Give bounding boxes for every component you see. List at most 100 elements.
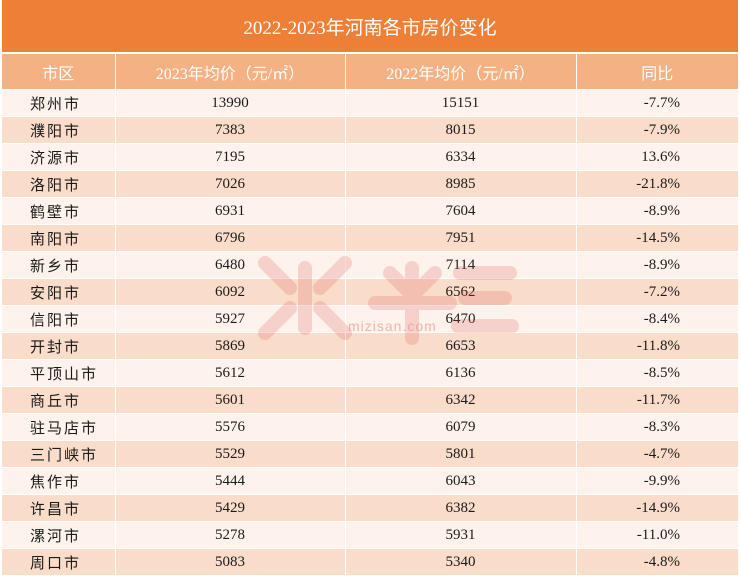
price-2023-cell: 6480 (115, 251, 346, 279)
header-row: 市区 2023年均价（元/㎡） 2022年均价（元/㎡） 同比 (2, 54, 738, 90)
city-cell: 漯河市 (2, 521, 116, 549)
price-2022-cell: 15151 (345, 89, 577, 117)
price-2022-cell: 6079 (345, 413, 577, 441)
city-cell: 三门峡市 (2, 440, 116, 468)
price-2022-cell: 7951 (345, 224, 577, 252)
table-row: 周口市 5083 5340 -4.8% (2, 548, 738, 576)
price-2023-cell: 6796 (115, 224, 346, 252)
table-row: 鹤壁市 6931 7604 -8.9% (2, 197, 738, 225)
table-row: 三门峡市 5529 5801 -4.7% (2, 440, 738, 468)
price-2022-cell: 6043 (345, 467, 577, 495)
table-row: 洛阳市 7026 8985 -21.8% (2, 170, 738, 198)
price-2023-cell: 5429 (115, 494, 346, 522)
price-2023-cell: 5869 (115, 332, 346, 360)
price-2023-cell: 5278 (115, 521, 346, 549)
yoy-cell: -8.4% (576, 305, 738, 333)
yoy-cell: -7.9% (576, 116, 738, 144)
city-cell: 周口市 (2, 548, 116, 576)
table-row: 许昌市 5429 6382 -14.9% (2, 494, 738, 522)
price-2023-cell: 5444 (115, 467, 346, 495)
price-2023-cell: 5529 (115, 440, 346, 468)
header-price-2023: 2023年均价（元/㎡） (115, 54, 346, 90)
price-2023-cell: 7026 (115, 170, 346, 198)
price-2023-cell: 5576 (115, 413, 346, 441)
price-2023-cell: 5612 (115, 359, 346, 387)
price-2023-cell: 7383 (115, 116, 346, 144)
city-cell: 新乡市 (2, 251, 116, 279)
header-price-2022: 2022年均价（元/㎡） (345, 54, 577, 90)
yoy-cell: -21.8% (576, 170, 738, 198)
yoy-cell: -11.7% (576, 386, 738, 414)
table-title: 2022-2023年河南各市房价变化 (2, 0, 738, 52)
yoy-cell: -8.9% (576, 251, 738, 279)
yoy-cell: -14.5% (576, 224, 738, 252)
table-body: 郑州市 13990 15151 -7.7% 濮阳市 7383 8015 -7.9% 济源市 719… (2, 89, 738, 576)
price-2023-cell: 5083 (115, 548, 346, 576)
city-cell: 驻马店市 (2, 413, 116, 441)
price-2022-cell: 6470 (345, 305, 577, 333)
city-cell: 郑州市 (2, 89, 116, 117)
city-cell: 洛阳市 (2, 170, 116, 198)
table-row: 平顶山市 5612 6136 -8.5% (2, 359, 738, 387)
table-row: 信阳市 5927 6470 -8.4% (2, 305, 738, 333)
price-2023-cell: 6931 (115, 197, 346, 225)
price-2022-cell: 7114 (345, 251, 577, 279)
yoy-cell: -8.3% (576, 413, 738, 441)
watermark-url: mizisan.com (348, 318, 437, 334)
price-2022-cell: 6334 (345, 143, 577, 171)
table-row: 郑州市 13990 15151 -7.7% (2, 89, 738, 117)
price-2022-cell: 6342 (345, 386, 577, 414)
yoy-cell: -7.7% (576, 89, 738, 117)
price-2022-cell: 7604 (345, 197, 577, 225)
price-2022-cell: 6562 (345, 278, 577, 306)
table-row: 安阳市 6092 6562 -7.2% (2, 278, 738, 306)
price-2022-cell: 6136 (345, 359, 577, 387)
yoy-cell: -8.9% (576, 197, 738, 225)
price-2022-cell: 8015 (345, 116, 577, 144)
yoy-cell: -7.2% (576, 278, 738, 306)
yoy-cell: -9.9% (576, 467, 738, 495)
price-2023-cell: 5601 (115, 386, 346, 414)
table-row: 漯河市 5278 5931 -11.0% (2, 521, 738, 549)
header-yoy: 同比 (576, 54, 738, 90)
price-2023-cell: 6092 (115, 278, 346, 306)
yoy-cell: -8.5% (576, 359, 738, 387)
table-row: 商丘市 5601 6342 -11.7% (2, 386, 738, 414)
table-row: 驻马店市 5576 6079 -8.3% (2, 413, 738, 441)
yoy-cell: -11.0% (576, 521, 738, 549)
city-cell: 开封市 (2, 332, 116, 360)
header-city: 市区 (2, 54, 116, 90)
city-cell: 商丘市 (2, 386, 116, 414)
yoy-cell: -4.8% (576, 548, 738, 576)
price-2022-cell: 5801 (345, 440, 577, 468)
price-2023-cell: 5927 (115, 305, 346, 333)
city-cell: 许昌市 (2, 494, 116, 522)
city-cell: 南阳市 (2, 224, 116, 252)
city-cell: 濮阳市 (2, 116, 116, 144)
city-cell: 焦作市 (2, 467, 116, 495)
table-row: 焦作市 5444 6043 -9.9% (2, 467, 738, 495)
price-2022-cell: 6653 (345, 332, 577, 360)
city-cell: 信阳市 (2, 305, 116, 333)
yoy-cell: 13.6% (576, 143, 738, 171)
yoy-cell: -4.7% (576, 440, 738, 468)
city-cell: 鹤壁市 (2, 197, 116, 225)
city-cell: 平顶山市 (2, 359, 116, 387)
price-table: 市区 2023年均价（元/㎡） 2022年均价（元/㎡） 同比 郑州市 13990… (2, 54, 738, 576)
yoy-cell: -14.9% (576, 494, 738, 522)
price-2022-cell: 5931 (345, 521, 577, 549)
yoy-cell: -11.8% (576, 332, 738, 360)
table-row: 南阳市 6796 7951 -14.5% (2, 224, 738, 252)
table-row: 开封市 5869 6653 -11.8% (2, 332, 738, 360)
price-2022-cell: 6382 (345, 494, 577, 522)
price-2023-cell: 7195 (115, 143, 346, 171)
table-row: 新乡市 6480 7114 -8.9% (2, 251, 738, 279)
table-row: 济源市 7195 6334 13.6% (2, 143, 738, 171)
price-2022-cell: 5340 (345, 548, 577, 576)
city-cell: 济源市 (2, 143, 116, 171)
price-2022-cell: 8985 (345, 170, 577, 198)
table-row: 濮阳市 7383 8015 -7.9% (2, 116, 738, 144)
price-2023-cell: 13990 (115, 89, 346, 117)
city-cell: 安阳市 (2, 278, 116, 306)
